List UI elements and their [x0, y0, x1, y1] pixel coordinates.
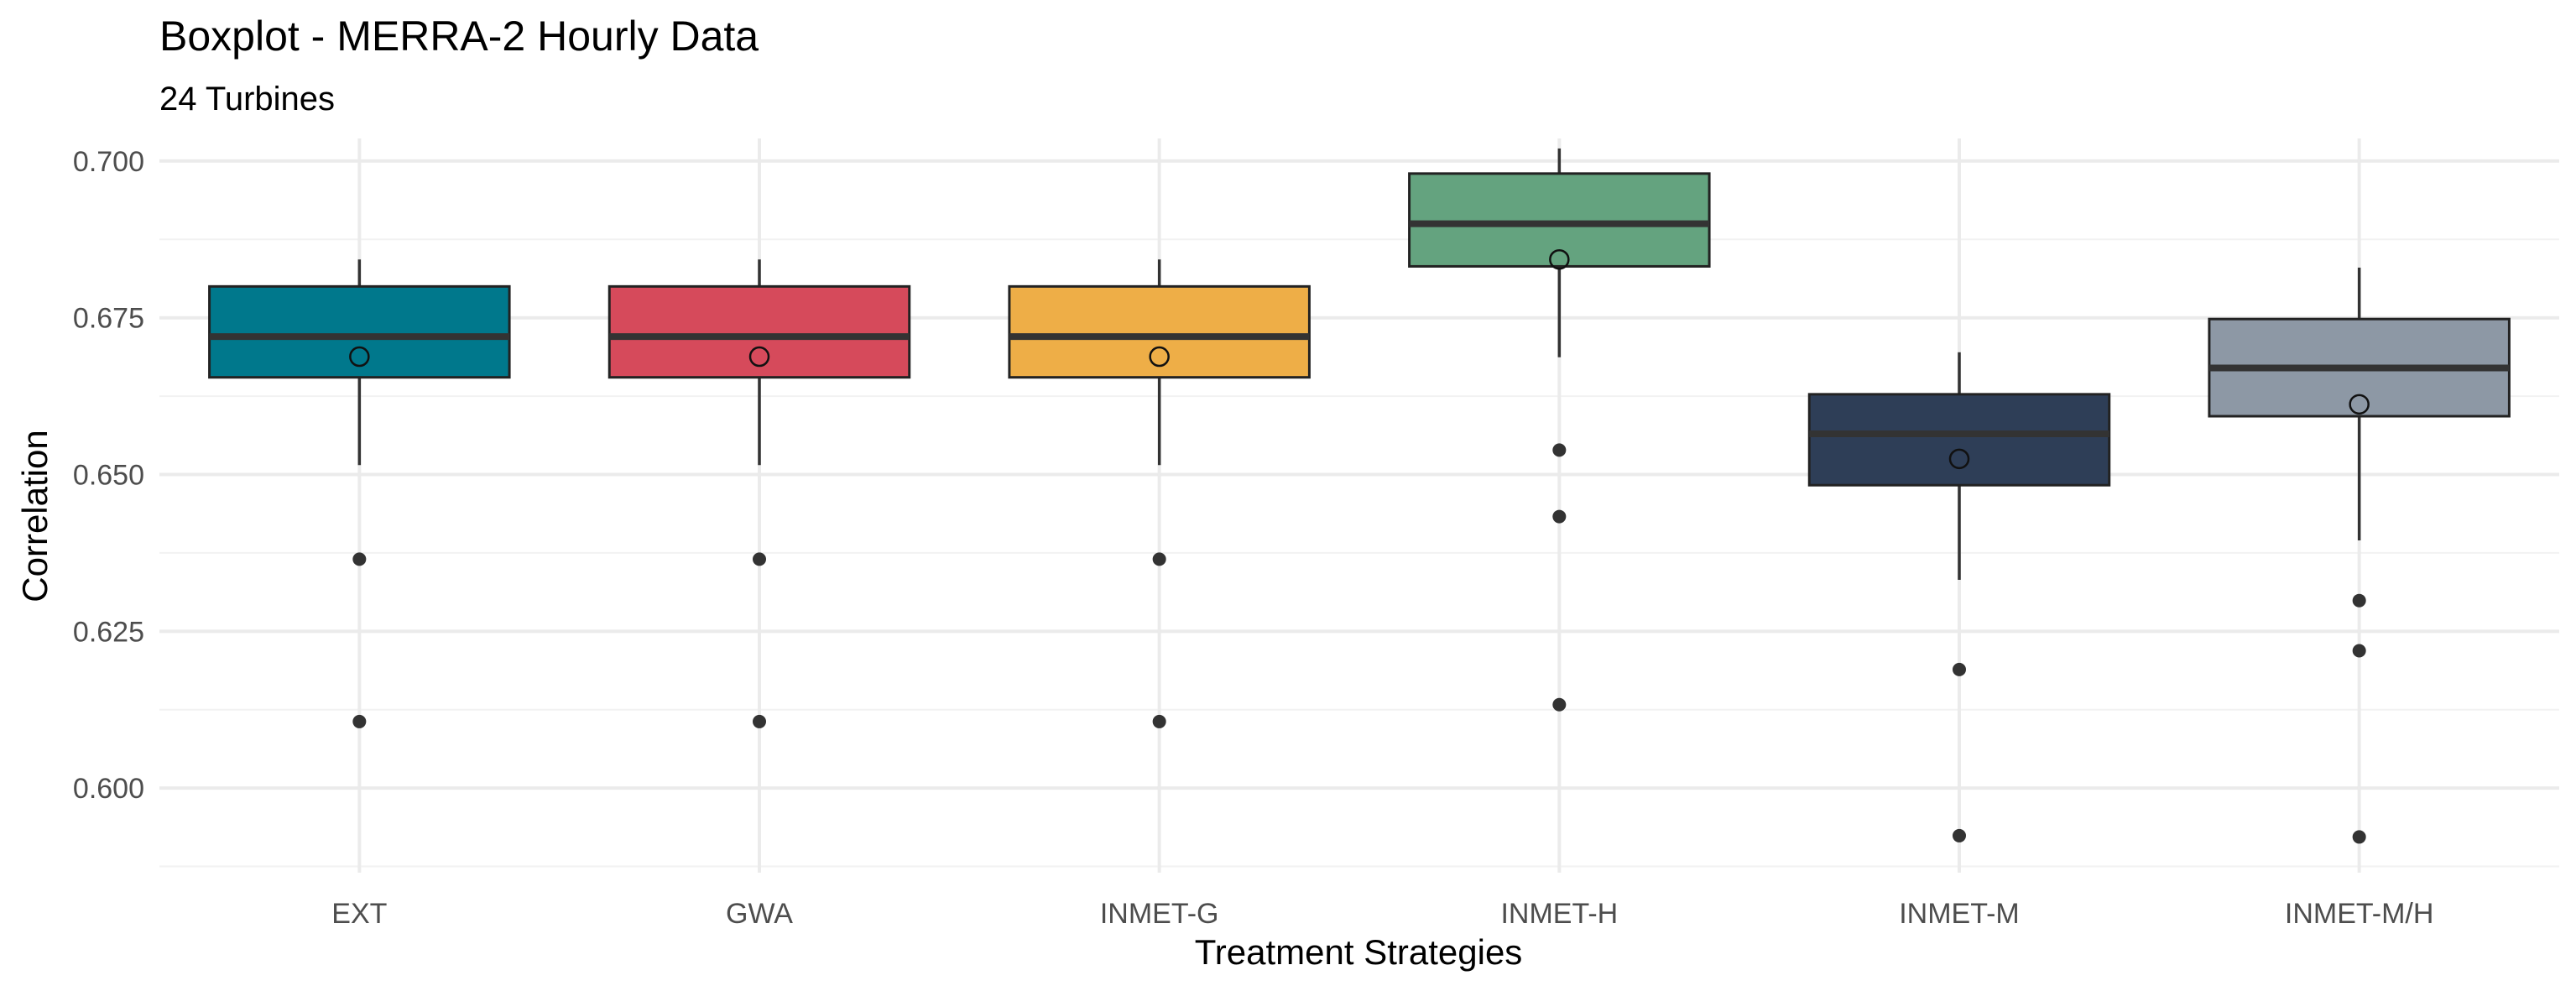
box-group: [1008, 259, 1311, 728]
y-tick-label: 0.600: [73, 773, 144, 805]
mean-point: [349, 346, 370, 368]
chart-subtitle: 24 Turbines: [159, 81, 335, 117]
box-group: [1807, 352, 2111, 842]
mean-point: [1149, 346, 1170, 368]
box: [1807, 393, 2111, 487]
outlier-point: [1552, 443, 1567, 457]
grid: [159, 138, 2559, 873]
mean-point: [1549, 248, 1570, 270]
x-axis-label: Treatment Strategies: [1195, 932, 1523, 972]
y-tick-label: 0.700: [73, 146, 144, 178]
y-tick-label: 0.650: [73, 460, 144, 492]
outlier-point: [1152, 714, 1166, 728]
box-group: [208, 259, 511, 728]
box: [607, 284, 911, 379]
box: [208, 284, 511, 379]
outlier-point: [753, 714, 766, 728]
x-tick-label: INMET-M: [1899, 898, 2020, 930]
outlier-point: [352, 714, 367, 728]
outlier-point: [1152, 552, 1166, 566]
x-tick-labels: EXT GWA INMET-G INMET-H INMET-M INMET-M/H: [331, 898, 2433, 930]
x-tick-label: INMET-M/H: [2285, 898, 2434, 930]
x-tick-label: INMET-H: [1500, 898, 1618, 930]
mean-point: [1948, 448, 1970, 470]
x-tick-label: EXT: [331, 898, 387, 930]
outlier-point: [2352, 593, 2366, 608]
boxes: [208, 148, 2511, 844]
box-group: [2208, 267, 2511, 844]
outlier-point: [1552, 509, 1567, 524]
outlier-point: [2352, 830, 2366, 844]
box-group: [1408, 148, 1711, 712]
y-tick-label: 0.625: [73, 616, 144, 648]
outlier-point: [1953, 662, 1966, 676]
box-group: [607, 259, 911, 728]
outlier-point: [1953, 828, 1966, 842]
y-tick-label: 0.675: [73, 303, 144, 335]
x-tick-label: GWA: [726, 898, 793, 930]
box: [1008, 284, 1311, 379]
outlier-point: [2352, 644, 2366, 658]
outlier-point: [352, 552, 367, 566]
y-tick-labels: 0.600 0.625 0.650 0.675 0.700: [73, 146, 144, 805]
x-tick-label: INMET-G: [1100, 898, 1219, 930]
chart-title: Boxplot - MERRA-2 Hourly Data: [159, 13, 759, 60]
outlier-point: [753, 552, 766, 566]
mean-point: [748, 346, 770, 368]
outlier-point: [1552, 697, 1567, 712]
y-axis-label: Correlation: [15, 430, 55, 602]
box: [1408, 172, 1711, 268]
mean-point: [2349, 394, 2370, 415]
